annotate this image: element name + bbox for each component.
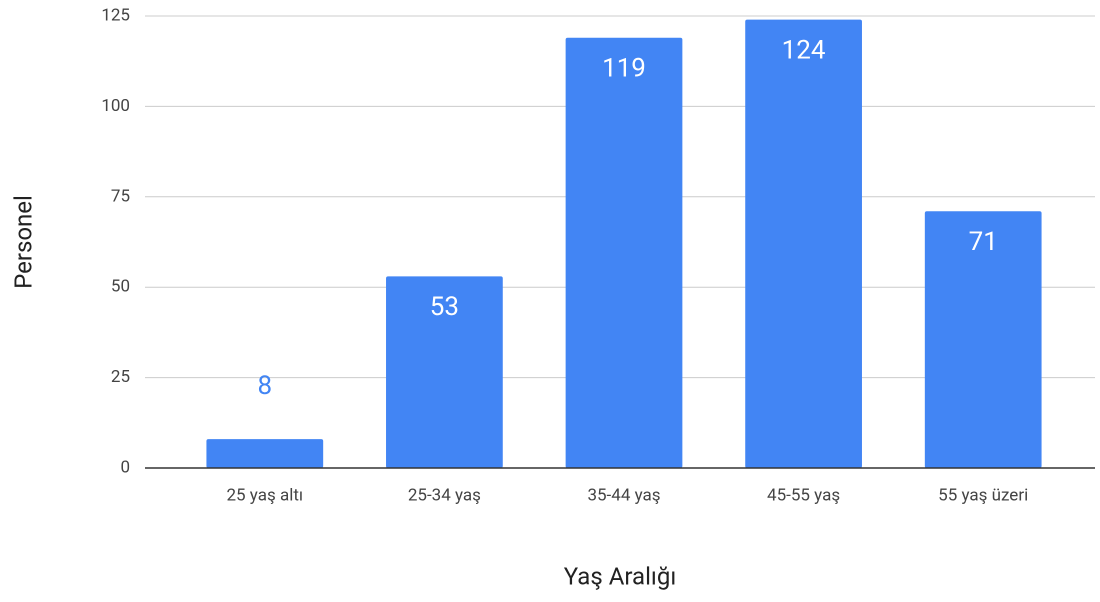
bar bbox=[565, 37, 683, 469]
data-label: 71 bbox=[969, 227, 998, 257]
bar bbox=[745, 19, 862, 469]
y-tick-label: 0 bbox=[120, 457, 130, 477]
data-label: 119 bbox=[602, 54, 646, 84]
x-tick-label: 25 yaş altı bbox=[226, 485, 303, 505]
data-label: 53 bbox=[430, 292, 459, 322]
x-tick-label: 55 yaş üzeri bbox=[938, 485, 1028, 505]
y-tick-label: 50 bbox=[111, 277, 130, 297]
data-label: 8 bbox=[257, 371, 272, 401]
bar bbox=[924, 211, 1042, 468]
y-tick-label: 25 bbox=[111, 367, 130, 387]
bar bbox=[386, 276, 503, 468]
x-tick-label: 25-34 yaş bbox=[408, 485, 481, 505]
y-tick-label: 100 bbox=[101, 96, 130, 116]
x-tick-label: 35-44 yaş bbox=[587, 485, 660, 505]
data-label: 124 bbox=[782, 35, 826, 65]
y-tick-label: 125 bbox=[101, 5, 130, 25]
x-axis-title: Yaş Aralığı bbox=[564, 562, 677, 590]
y-tick-label: 75 bbox=[111, 186, 130, 206]
x-tick-label: 45-55 yaş bbox=[767, 485, 840, 505]
bar bbox=[206, 439, 324, 468]
y-axis-title: Personel bbox=[9, 195, 37, 289]
